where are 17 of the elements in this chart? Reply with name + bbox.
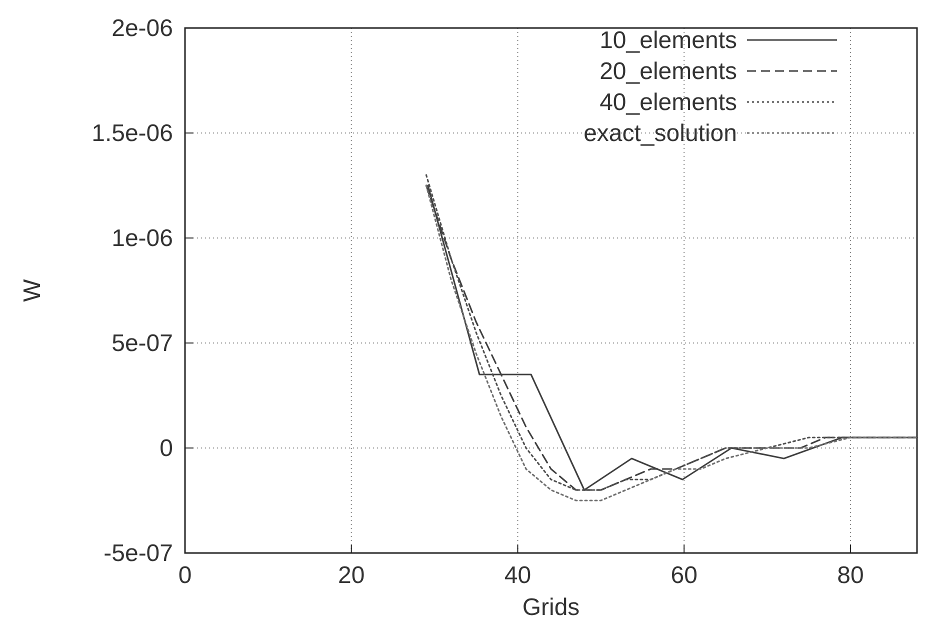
x-tick-label: 20 (338, 562, 365, 589)
x-axis-title: Grids (522, 594, 580, 621)
y-tick-label: 1e-06 (112, 225, 173, 252)
y-tick-label: 0 (160, 435, 173, 462)
x-tick-label: 0 (178, 562, 192, 589)
legend-label: 10_elements (600, 27, 737, 54)
x-tick-label: 60 (670, 562, 698, 589)
y-tick-label: -5e-07 (104, 540, 173, 567)
y-axis-title: W (19, 278, 46, 302)
y-tick-label: 5e-07 (112, 330, 173, 357)
legend-label: 40_elements (600, 89, 737, 116)
x-tick-label: 80 (837, 562, 864, 589)
x-tick-label: 40 (504, 562, 532, 589)
y-tick-label: 1.5e-06 (92, 120, 173, 147)
legend-label: exact_solution (584, 120, 737, 147)
y-tick-label: 2e-06 (112, 15, 173, 42)
legend-label: 20_elements (600, 58, 737, 85)
